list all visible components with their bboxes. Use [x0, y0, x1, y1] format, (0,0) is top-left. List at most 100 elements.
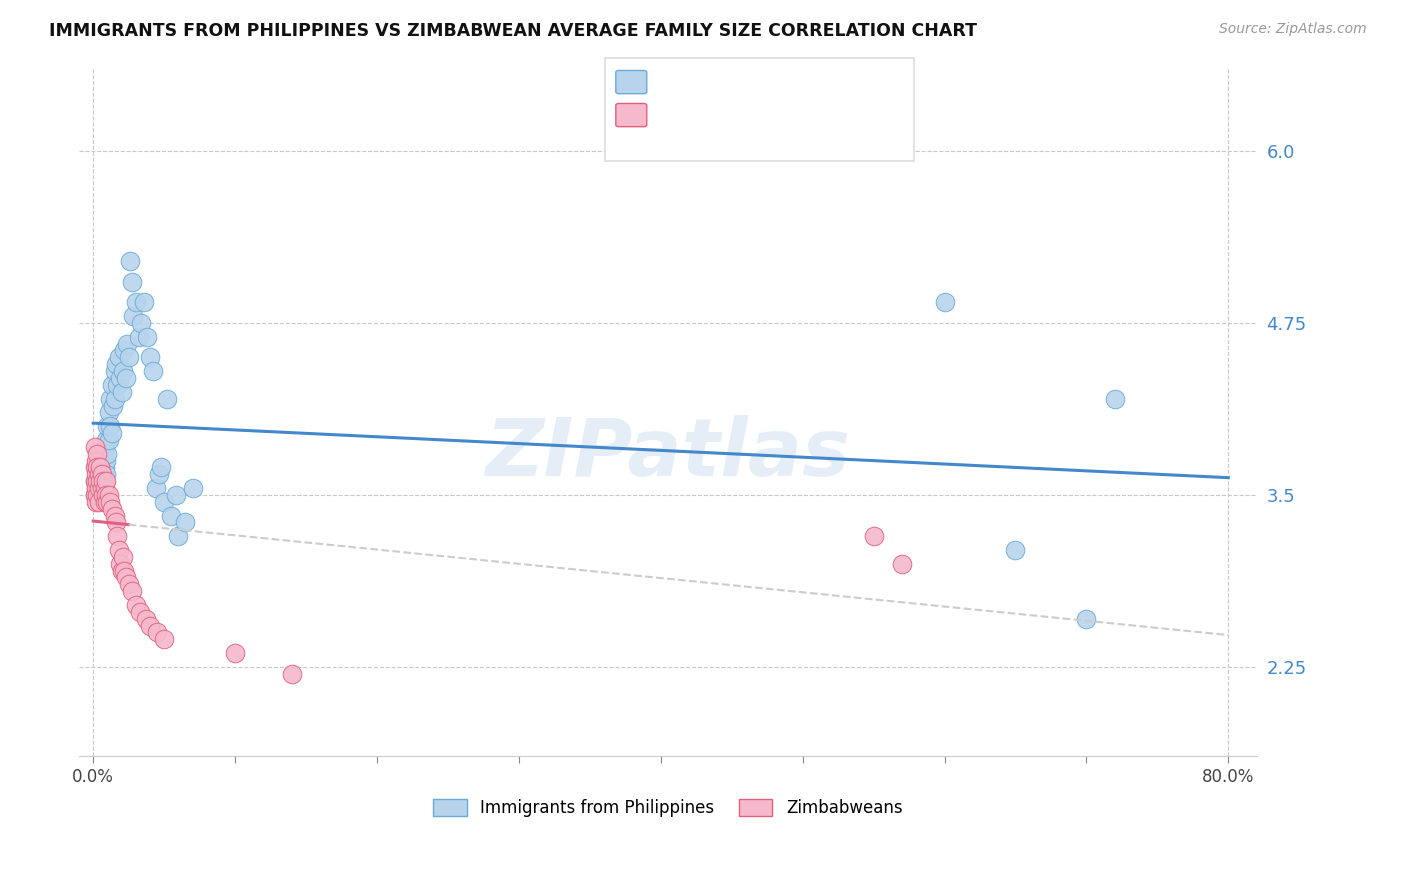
Point [131, 316, 153, 330]
Point [110, 564, 132, 578]
Point [87, 467, 110, 482]
Point [142, 364, 165, 378]
Text: IMMIGRANTS FROM PHILIPPINES VS ZIMBABWEAN AVERAGE FAMILY SIZE CORRELATION CHART: IMMIGRANTS FROM PHILIPPINES VS ZIMBABWEA… [49, 22, 977, 40]
Point [91, 467, 114, 482]
Point [891, 557, 914, 571]
Point [120, 254, 142, 268]
Point [94, 467, 117, 482]
Point [104, 516, 127, 530]
Legend: Immigrants from Philippines, Zimbabweans: Immigrants from Philippines, Zimbabweans [426, 792, 910, 823]
Point [84, 481, 107, 495]
Point [114, 564, 136, 578]
Point [139, 618, 162, 632]
Point [94, 488, 117, 502]
Text: ZIPatlas: ZIPatlas [485, 415, 851, 492]
Point [93, 440, 115, 454]
Point [150, 460, 173, 475]
Point [101, 399, 124, 413]
Point [934, 295, 956, 310]
Point [93, 481, 115, 495]
Point [91, 481, 114, 495]
Point [91, 488, 114, 502]
Point [96, 447, 118, 461]
Point [86, 488, 108, 502]
Point [135, 612, 157, 626]
Text: N = 50: N = 50 [758, 105, 820, 123]
Point [125, 598, 148, 612]
Point [83, 440, 105, 454]
Text: -0.438: -0.438 [692, 105, 751, 123]
Point [87, 495, 110, 509]
Point [115, 371, 138, 385]
Point [165, 488, 187, 502]
Point [83, 474, 105, 488]
Point [107, 351, 129, 365]
Point [86, 467, 108, 482]
Point [98, 495, 121, 509]
Point [122, 309, 145, 323]
Point [224, 646, 246, 660]
Point [87, 453, 110, 467]
Point [160, 508, 183, 523]
Point [107, 543, 129, 558]
Point [94, 453, 117, 467]
Point [86, 460, 108, 475]
Point [156, 392, 179, 406]
Point [96, 419, 118, 434]
Point [97, 488, 120, 502]
Point [96, 495, 118, 509]
Point [104, 357, 127, 371]
Point [1076, 612, 1098, 626]
Point [93, 495, 115, 509]
Point [110, 384, 132, 399]
Point [174, 516, 197, 530]
Point [100, 501, 122, 516]
Text: N = 64: N = 64 [758, 72, 820, 90]
Text: R =: R = [652, 105, 689, 123]
Point [146, 625, 169, 640]
Point [83, 474, 105, 488]
Point [91, 474, 114, 488]
Point [153, 632, 176, 647]
Point [145, 481, 167, 495]
Point [90, 453, 112, 467]
Point [84, 453, 107, 467]
Point [94, 433, 117, 447]
Point [84, 495, 107, 509]
Point [134, 295, 156, 310]
Point [167, 529, 190, 543]
Point [862, 529, 884, 543]
Point [139, 351, 162, 365]
Point [87, 467, 110, 482]
Point [86, 447, 108, 461]
Point [94, 474, 117, 488]
Point [105, 377, 128, 392]
Point [84, 481, 107, 495]
Point [89, 481, 111, 495]
Point [86, 474, 108, 488]
Point [181, 481, 204, 495]
Point [112, 364, 135, 378]
Point [89, 460, 111, 475]
Point [1104, 392, 1126, 406]
Point [93, 460, 115, 475]
Point [128, 330, 150, 344]
Point [136, 330, 159, 344]
Point [86, 474, 108, 488]
Point [100, 377, 122, 392]
Point [90, 467, 112, 482]
Point [115, 570, 138, 584]
Point [100, 425, 122, 440]
Point [112, 549, 135, 564]
Point [89, 460, 111, 475]
Point [97, 433, 120, 447]
Point [90, 481, 112, 495]
Point [84, 460, 107, 475]
Point [97, 405, 120, 419]
Point [121, 275, 143, 289]
Point [90, 467, 112, 482]
Point [103, 364, 125, 378]
Point [83, 488, 105, 502]
Text: 0.201: 0.201 [692, 72, 749, 90]
Point [148, 467, 170, 482]
